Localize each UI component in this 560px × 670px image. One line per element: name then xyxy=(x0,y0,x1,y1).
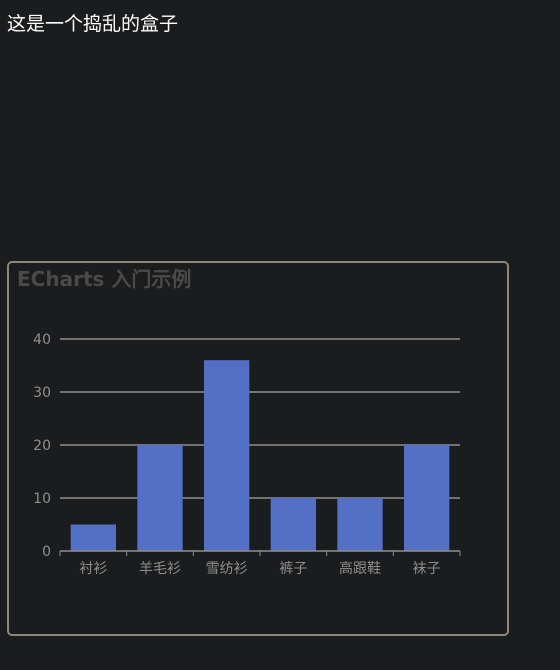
bar[interactable] xyxy=(404,445,450,551)
x-tick-label: 裤子 xyxy=(279,561,307,577)
bar[interactable] xyxy=(204,360,250,551)
x-tick-label: 衬衫 xyxy=(79,561,107,577)
bar[interactable] xyxy=(137,445,183,551)
page-text: 这是一个捣乱的盒子 xyxy=(7,13,179,35)
y-tick-label: 0 xyxy=(42,544,51,560)
x-tick-label: 袜子 xyxy=(413,561,441,577)
x-tick-label: 羊毛衫 xyxy=(139,561,181,577)
bar[interactable] xyxy=(270,498,316,551)
bar[interactable] xyxy=(337,498,383,551)
x-tick-label: 雪纺衫 xyxy=(206,561,248,577)
bar-chart: 0 10 20 30 40 衬衫 羊毛衫 雪纺衫 裤子 高跟鞋 袜子 xyxy=(33,332,461,577)
y-tick-label: 40 xyxy=(33,332,51,348)
y-tick-label: 10 xyxy=(33,491,51,507)
x-tick-label: 高跟鞋 xyxy=(339,560,381,577)
chart-container: ECharts 入门示例 0 10 20 30 40 衬衫 羊毛衫 雪纺衫 裤子 高跟鞋 袜子 xyxy=(7,261,509,636)
bar[interactable] xyxy=(70,524,116,552)
y-tick-label: 30 xyxy=(33,385,51,401)
y-tick-label: 20 xyxy=(33,438,51,454)
chart-title: ECharts 入门示例 xyxy=(17,267,192,291)
